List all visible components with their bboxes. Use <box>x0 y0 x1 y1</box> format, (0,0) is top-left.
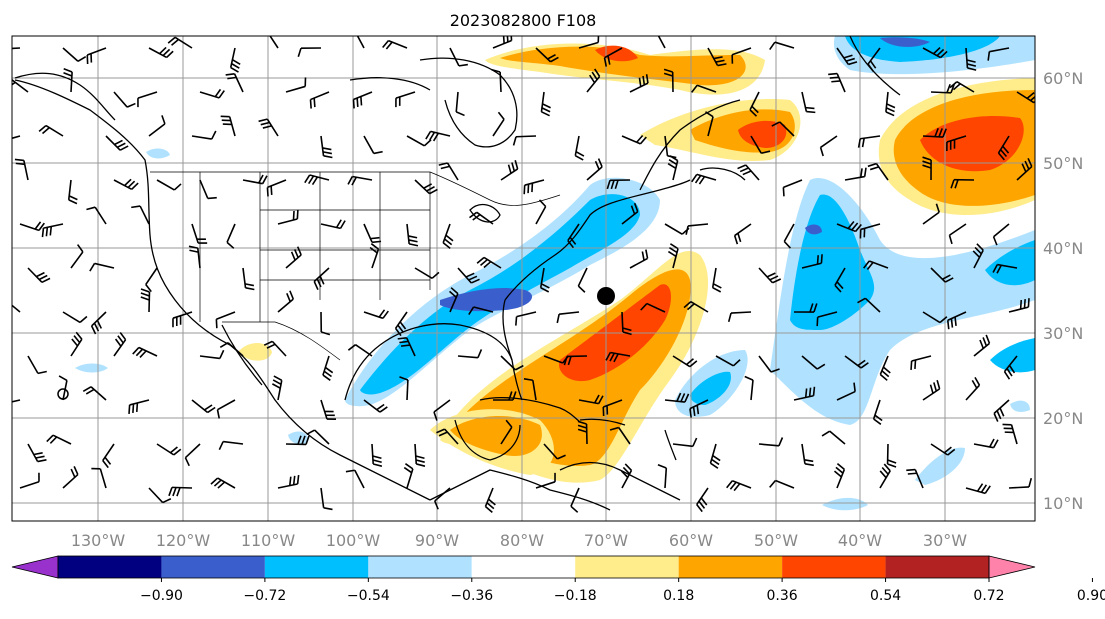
colorbar-segment <box>58 556 161 578</box>
longitude-label: 50°W <box>754 531 798 550</box>
longitude-label: 110°W <box>241 531 296 550</box>
latitude-label: 30°N <box>1043 324 1083 343</box>
colorbar-segment <box>265 556 368 578</box>
latitude-label: 10°N <box>1043 494 1083 513</box>
colorbar-segment <box>161 556 264 578</box>
longitude-label: 100°W <box>326 531 381 550</box>
longitude-label: 130°W <box>71 531 126 550</box>
longitude-label: 80°W <box>500 531 544 550</box>
colorbar-max-extension <box>989 556 1035 578</box>
longitude-label: 70°W <box>584 531 628 550</box>
colorbar-tick-label: 0.72 <box>973 588 1004 604</box>
colorbar-tick-label: 0.54 <box>870 588 901 604</box>
colorbar-tick-label: −0.54 <box>347 588 390 604</box>
colorbar-tick-label: 0.36 <box>767 588 798 604</box>
latitude-labels: 60°N 50°N 40°N 30°N 20°N 10°N <box>1043 69 1083 513</box>
latitude-label: 20°N <box>1043 409 1083 428</box>
colorbar-segment <box>575 556 678 578</box>
colorbar-tick-labels: −0.90 −0.72 −0.54 −0.36 −0.18 0.18 0.36 0.54 0.7… <box>140 588 1105 604</box>
map-area <box>0 30 1041 521</box>
colorbar-tick-label: 0.90 <box>1077 588 1105 604</box>
latitude-label: 40°N <box>1043 239 1083 258</box>
latitude-label: 50°N <box>1043 154 1083 173</box>
colorbar <box>12 556 1092 582</box>
colorbar-tick-label: −0.72 <box>243 588 286 604</box>
longitude-label: 60°W <box>669 531 713 550</box>
longitude-label: 40°W <box>838 531 882 550</box>
longitude-label: 120°W <box>156 531 211 550</box>
longitude-label: 90°W <box>415 531 459 550</box>
colorbar-tick-label: −0.18 <box>554 588 597 604</box>
colorbar-segment <box>368 556 471 578</box>
colorbar-tick-label: 0.18 <box>663 588 694 604</box>
longitude-labels: 130°W 120°W 110°W 100°W 90°W 80°W 70°W 60°W 50°W… <box>71 531 967 550</box>
colorbar-segment <box>886 556 989 578</box>
storm-center-marker <box>597 287 615 305</box>
colorbar-segment <box>472 556 575 578</box>
longitude-label: 30°W <box>923 531 967 550</box>
colorbar-segment <box>782 556 885 578</box>
colorbar-segment <box>679 556 782 578</box>
latitude-label: 60°N <box>1043 69 1083 88</box>
colorbar-tick-label: −0.90 <box>140 588 183 604</box>
map-title: 2023082800 F108 <box>450 11 597 30</box>
colorbar-tick-label: −0.36 <box>450 588 493 604</box>
colorbar-min-extension <box>12 556 58 578</box>
